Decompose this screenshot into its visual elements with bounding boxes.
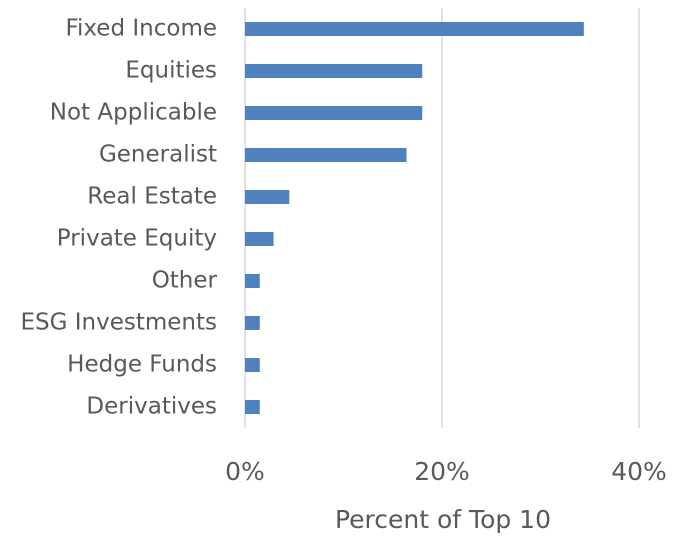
bar: [245, 106, 423, 120]
y-tick-label: Private Equity: [57, 226, 217, 252]
bar: [245, 358, 260, 372]
bar: [245, 148, 407, 162]
y-tick-label: ESG Investments: [20, 310, 217, 336]
x-tick-label: 0%: [225, 457, 265, 486]
bar: [245, 232, 274, 246]
y-tick-label: Not Applicable: [50, 100, 217, 126]
x-tick-label: 40%: [611, 457, 667, 486]
bar: [245, 274, 260, 288]
y-tick-label: Other: [152, 268, 218, 294]
y-tick-label: Equities: [125, 58, 217, 84]
x-tick-label: 20%: [414, 457, 470, 486]
bar: [245, 316, 260, 330]
y-tick-label: Real Estate: [87, 184, 217, 210]
y-tick-label: Derivatives: [86, 394, 217, 420]
y-tick-label: Generalist: [99, 142, 217, 168]
bar: [245, 22, 584, 36]
bar: [245, 190, 290, 204]
y-tick-label: Fixed Income: [65, 16, 217, 42]
bar: [245, 64, 423, 78]
x-axis-title: Percent of Top 10: [335, 505, 551, 534]
bar: [245, 400, 260, 414]
y-tick-label: Hedge Funds: [67, 352, 217, 378]
